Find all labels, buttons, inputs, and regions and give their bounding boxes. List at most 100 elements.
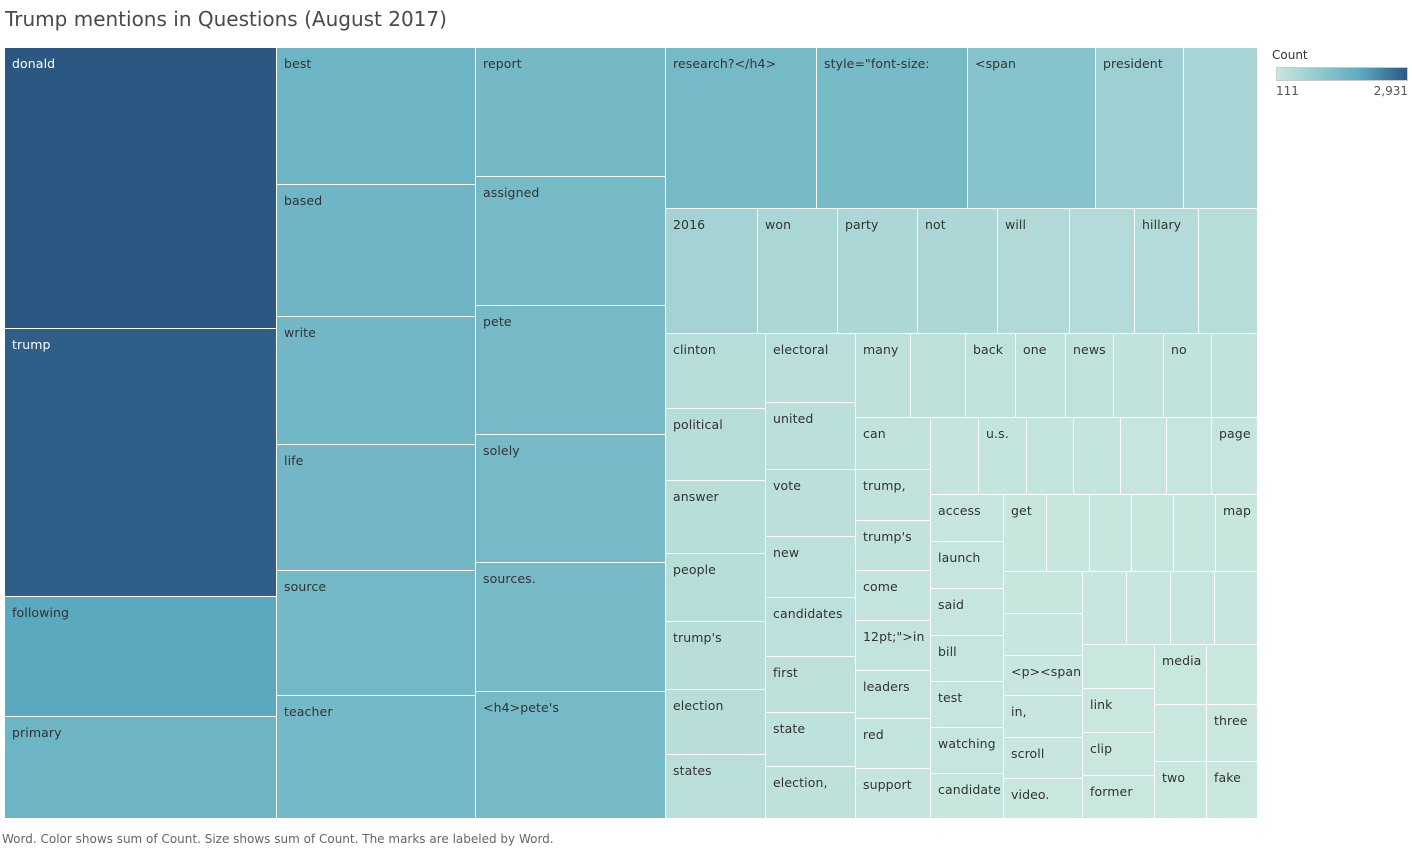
treemap-tile[interactable]: launch: [931, 542, 1004, 589]
treemap-tile[interactable]: election: [666, 690, 766, 755]
treemap-tile[interactable]: vote: [766, 470, 856, 537]
treemap-tile[interactable]: [1171, 572, 1215, 645]
treemap-tile[interactable]: trump: [5, 329, 277, 597]
treemap-tile[interactable]: life: [277, 445, 476, 571]
treemap-tile[interactable]: bill: [931, 636, 1004, 682]
treemap-tile[interactable]: [1121, 418, 1167, 495]
treemap-tile[interactable]: pete: [476, 306, 666, 435]
treemap-tile[interactable]: one: [1016, 334, 1066, 418]
treemap-tile[interactable]: leaders: [856, 671, 931, 719]
treemap-tile[interactable]: 12pt;">in: [856, 621, 931, 671]
treemap-tile[interactable]: not: [918, 209, 998, 334]
treemap-tile[interactable]: u.s.: [979, 418, 1027, 495]
treemap-tile[interactable]: assigned: [476, 177, 666, 306]
treemap-tile[interactable]: donald: [5, 48, 277, 329]
treemap-tile[interactable]: state: [766, 713, 856, 767]
treemap-tile[interactable]: news: [1066, 334, 1114, 418]
treemap-tile[interactable]: in,: [1004, 696, 1083, 738]
treemap-tile[interactable]: [931, 418, 979, 495]
treemap-tile[interactable]: answer: [666, 481, 766, 554]
treemap-tile[interactable]: primary: [5, 717, 277, 819]
treemap-tile[interactable]: former: [1083, 776, 1155, 819]
treemap-tile[interactable]: won: [758, 209, 838, 334]
treemap-tile[interactable]: [911, 334, 966, 418]
treemap-tile[interactable]: media: [1155, 645, 1207, 705]
treemap-tile[interactable]: president: [1096, 48, 1184, 209]
treemap-tile[interactable]: <h4>pete's: [476, 692, 666, 819]
treemap-tile[interactable]: election,: [766, 767, 856, 819]
treemap-tile[interactable]: clinton: [666, 334, 766, 409]
treemap-tile[interactable]: two: [1155, 762, 1207, 819]
treemap-tile[interactable]: based: [277, 185, 476, 317]
treemap-tile[interactable]: no: [1164, 334, 1212, 418]
treemap-tile[interactable]: [1090, 495, 1132, 572]
treemap-tile[interactable]: get: [1004, 495, 1047, 572]
treemap-tile[interactable]: [1070, 209, 1135, 334]
treemap-tile[interactable]: [1132, 495, 1174, 572]
treemap-tile[interactable]: electoral: [766, 334, 856, 403]
treemap-tile[interactable]: <p><span: [1004, 656, 1083, 696]
treemap-tile[interactable]: [1174, 495, 1216, 572]
treemap-tile[interactable]: political: [666, 409, 766, 481]
treemap-tile[interactable]: trump's: [666, 622, 766, 690]
treemap-tile[interactable]: [1199, 209, 1258, 334]
treemap-tile[interactable]: watching: [931, 728, 1004, 774]
treemap-tile[interactable]: [1027, 418, 1074, 495]
treemap-tile[interactable]: new: [766, 537, 856, 598]
treemap-tile[interactable]: support: [856, 769, 931, 819]
treemap-tile[interactable]: sources.: [476, 563, 666, 692]
treemap-tile[interactable]: research?</h4>: [666, 48, 817, 209]
treemap-tile[interactable]: candidates: [766, 598, 856, 657]
treemap-tile[interactable]: link: [1083, 689, 1155, 733]
treemap-tile[interactable]: [1184, 48, 1258, 209]
treemap-tile[interactable]: solely: [476, 435, 666, 563]
treemap-tile[interactable]: report: [476, 48, 666, 177]
treemap-tile[interactable]: [1083, 572, 1127, 645]
treemap-tile[interactable]: trump's: [856, 521, 931, 571]
treemap-tile[interactable]: states: [666, 755, 766, 819]
treemap-tile[interactable]: video.: [1004, 779, 1083, 819]
treemap-tile[interactable]: three: [1207, 705, 1258, 762]
treemap-tile[interactable]: map: [1216, 495, 1258, 572]
treemap-tile[interactable]: first: [766, 657, 856, 713]
treemap-tile[interactable]: red: [856, 719, 931, 769]
treemap-tile[interactable]: scroll: [1004, 738, 1083, 779]
treemap-tile[interactable]: [1047, 495, 1090, 572]
treemap-tile[interactable]: clip: [1083, 733, 1155, 776]
treemap-tile[interactable]: will: [998, 209, 1070, 334]
treemap-tile[interactable]: united: [766, 403, 856, 470]
treemap-tile[interactable]: test: [931, 682, 1004, 728]
treemap-tile[interactable]: [1004, 614, 1083, 656]
treemap-tile[interactable]: said: [931, 589, 1004, 636]
treemap-tile[interactable]: page: [1212, 418, 1258, 495]
treemap-tile[interactable]: style="font-size:: [817, 48, 968, 209]
treemap-tile[interactable]: candidate: [931, 774, 1004, 819]
treemap-tile[interactable]: back: [966, 334, 1016, 418]
treemap-tile[interactable]: [1083, 645, 1155, 689]
treemap-tile[interactable]: following: [5, 597, 277, 717]
treemap-tile[interactable]: many: [856, 334, 911, 418]
treemap-tile[interactable]: 2016: [666, 209, 758, 334]
treemap-tile[interactable]: can: [856, 418, 931, 470]
treemap-tile[interactable]: [1114, 334, 1164, 418]
treemap-tile[interactable]: [1215, 572, 1258, 645]
treemap-tile[interactable]: write: [277, 317, 476, 445]
treemap-tile[interactable]: best: [277, 48, 476, 185]
treemap-tile[interactable]: [1074, 418, 1121, 495]
treemap-tile[interactable]: [1207, 645, 1258, 705]
treemap-tile[interactable]: [1155, 705, 1207, 762]
treemap-tile[interactable]: trump,: [856, 470, 931, 521]
treemap-tile[interactable]: fake: [1207, 762, 1258, 819]
treemap-tile[interactable]: people: [666, 554, 766, 622]
treemap-tile[interactable]: [1212, 334, 1258, 418]
treemap-tile[interactable]: [1167, 418, 1212, 495]
treemap-tile[interactable]: <span: [968, 48, 1096, 209]
treemap-tile[interactable]: source: [277, 571, 476, 696]
treemap-tile[interactable]: access: [931, 495, 1004, 542]
treemap-tile[interactable]: [1127, 572, 1171, 645]
treemap-tile[interactable]: [1004, 572, 1083, 614]
treemap-tile[interactable]: hillary: [1135, 209, 1199, 334]
treemap-tile[interactable]: teacher: [277, 696, 476, 819]
treemap-tile[interactable]: come: [856, 571, 931, 621]
treemap-tile[interactable]: party: [838, 209, 918, 334]
